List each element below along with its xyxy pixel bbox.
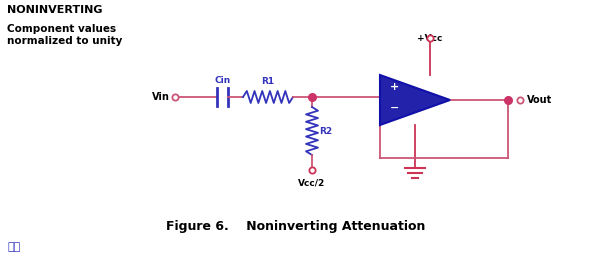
- Text: Vcc/2: Vcc/2: [298, 179, 326, 188]
- Text: R2: R2: [319, 127, 332, 135]
- Text: +Vcc: +Vcc: [417, 34, 443, 43]
- Text: R1: R1: [262, 77, 275, 86]
- Text: Cin: Cin: [214, 76, 231, 85]
- Polygon shape: [380, 75, 450, 125]
- Text: +: +: [390, 82, 399, 92]
- Text: Vin: Vin: [152, 92, 170, 102]
- Text: NONINVERTING: NONINVERTING: [7, 5, 102, 15]
- Text: −: −: [390, 103, 400, 113]
- Text: Vout: Vout: [527, 95, 552, 105]
- Text: Figure 6.    Noninverting Attenuation: Figure 6. Noninverting Attenuation: [166, 220, 426, 233]
- Text: Component values
normalized to unity: Component values normalized to unity: [7, 24, 123, 45]
- Text: 图六: 图六: [8, 242, 21, 252]
